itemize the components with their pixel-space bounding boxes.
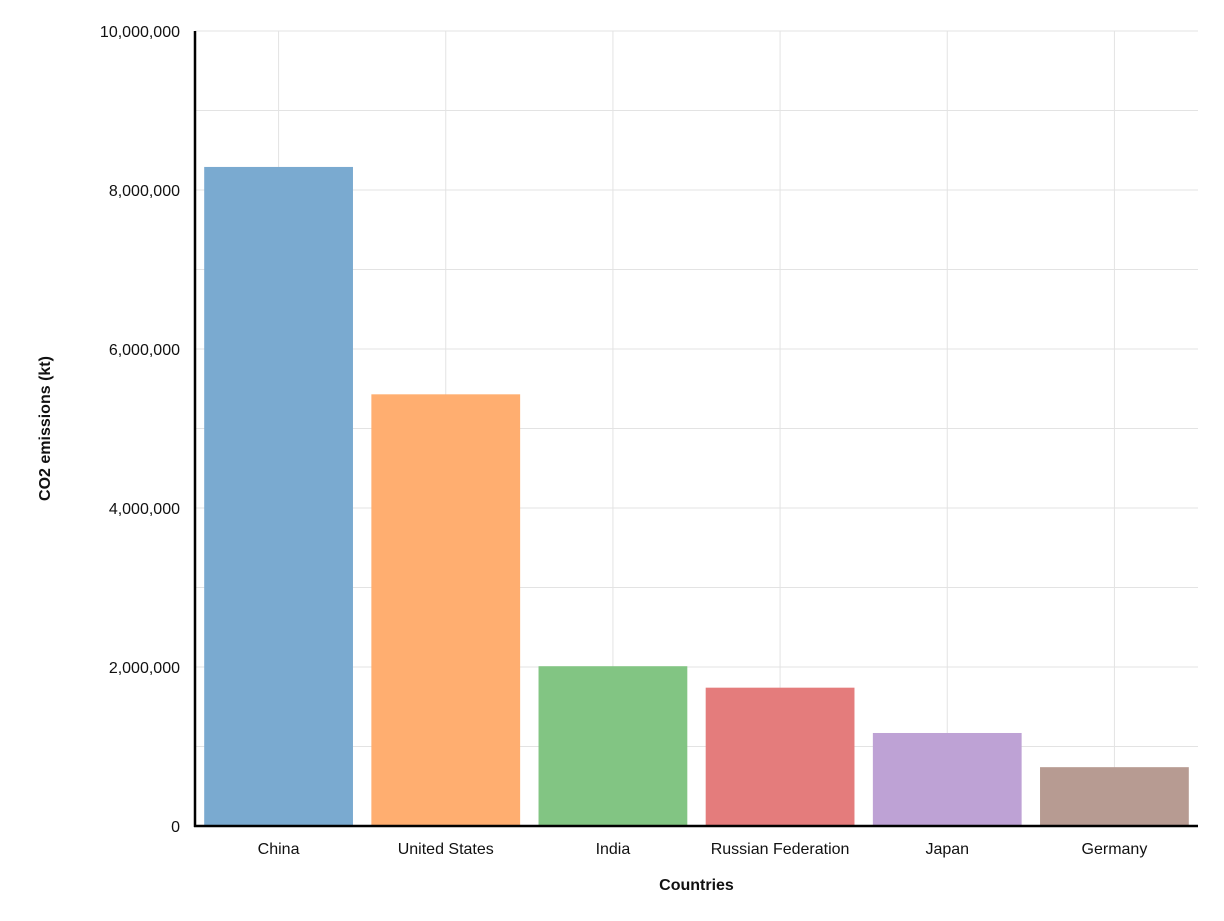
x-tick-label: Germany [1082,841,1148,858]
x-tick-label: Japan [925,841,969,858]
y-tick-label: 2,000,000 [109,660,180,677]
bars [204,166,1189,826]
x-tick-label: Russian Federation [711,841,850,858]
y-axis-title: CO2 emissions (kt) [37,356,54,501]
y-tick-label: 10,000,000 [100,24,180,41]
x-tick-labels: China United States India Russian Federatio… [258,841,1148,858]
y-tick-label: 4,000,000 [109,501,180,518]
y-tick-labels: 0 2,000,000 4,000,000 6,000,000 8,000,000 10,… [100,24,180,836]
x-tick-label: China [258,841,300,858]
y-tick-label: 6,000,000 [109,342,180,359]
y-tick-label: 0 [171,819,180,836]
bar-united-states[interactable] [371,394,521,826]
x-tick-label: India [596,841,631,858]
axes [193,31,1198,828]
x-axis-title: Countries [659,877,734,894]
y-tick-label: 8,000,000 [109,183,180,200]
x-tick-label: United States [398,841,494,858]
bar-china[interactable] [204,166,353,826]
bar-russian-federation[interactable] [705,687,855,826]
bar-germany[interactable] [1040,767,1189,826]
bar-japan[interactable] [872,732,1022,826]
bar-india[interactable] [538,666,688,826]
